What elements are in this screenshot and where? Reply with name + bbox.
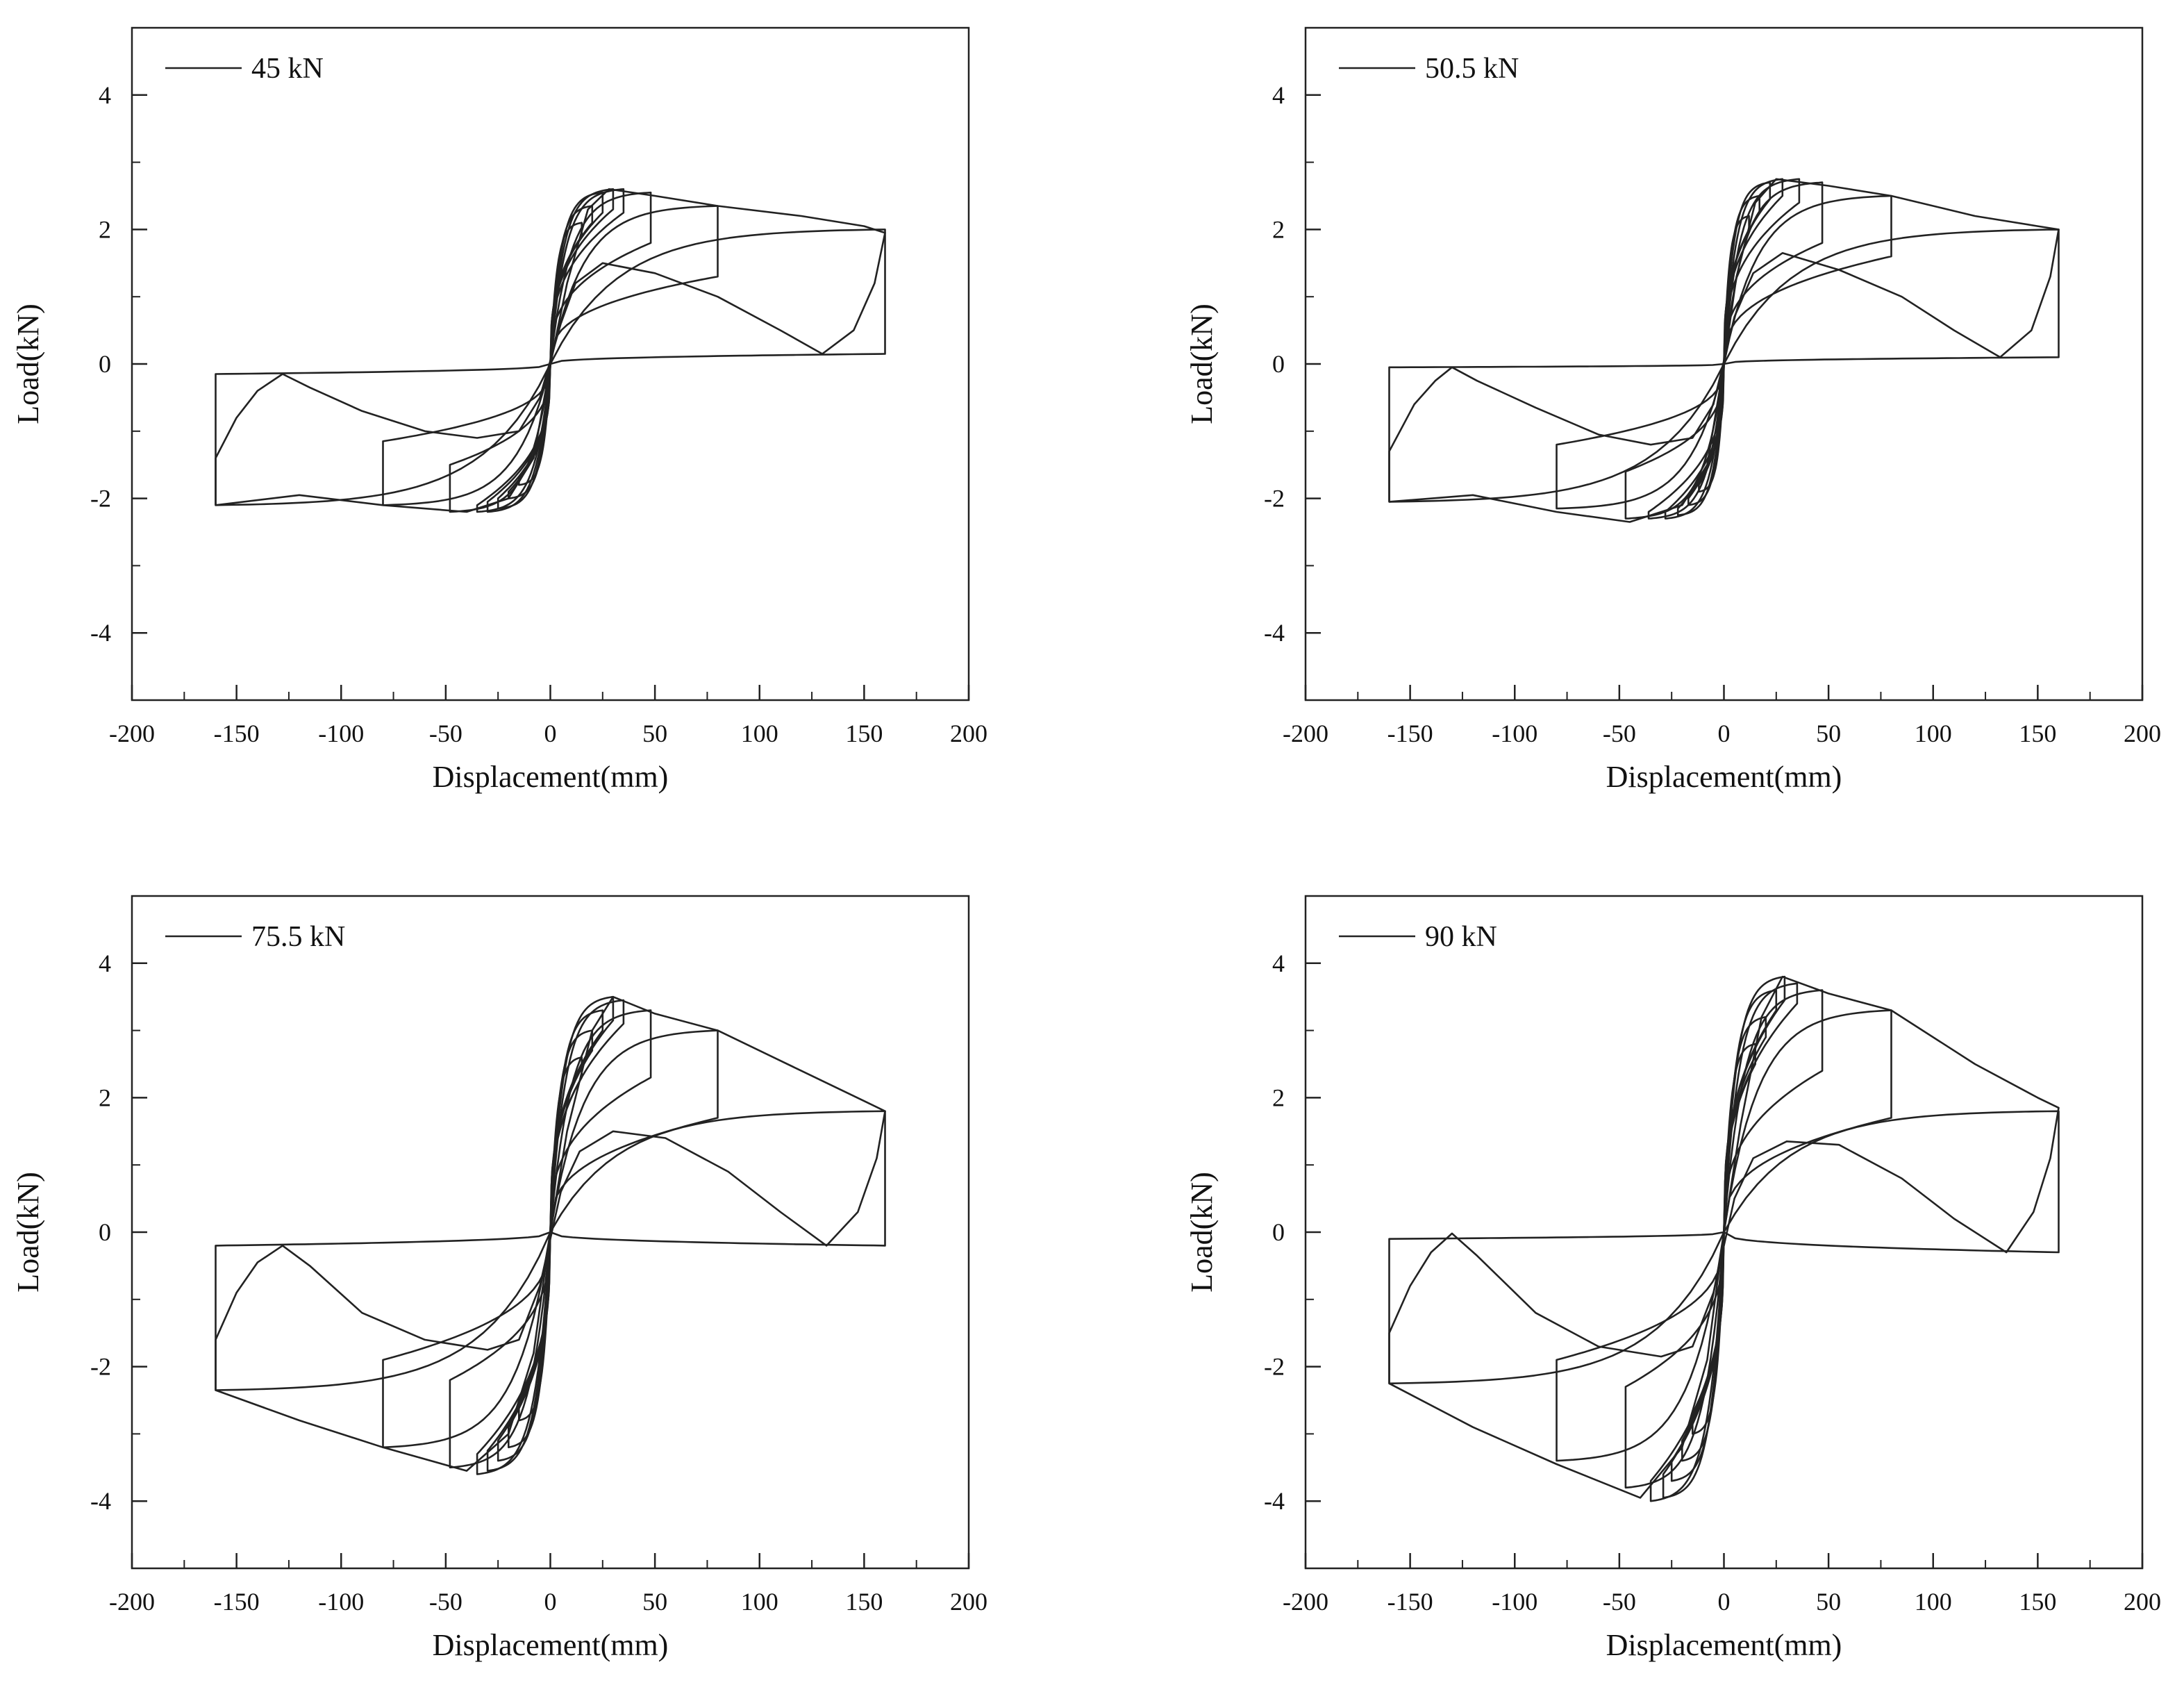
chart-panel-50-5kn: -200 -150 -100 -50 0 50 100 150 200 -4 -2 0 2 4 Displa… [1185, 26, 2161, 794]
x-tick-label: -200 [1283, 1588, 1328, 1616]
outer-envelope-loop [215, 995, 886, 1472]
x-tick-label: 200 [2124, 1588, 2161, 1616]
y-tick-label: -4 [90, 1487, 111, 1515]
x-tick-label: -150 [214, 720, 260, 747]
x-tick-label: 50 [642, 720, 667, 747]
chart-panel-45kn: -200 -150 -100 -50 0 50 100 150 200 -4 -2 0 2 4 Displa… [11, 26, 987, 794]
x-tick-label: -100 [1492, 720, 1537, 747]
legend-label: 50.5 kN [1425, 53, 1519, 85]
x-tick-label: 150 [2019, 1588, 2056, 1616]
x-tick-label: 200 [2124, 720, 2161, 747]
y-tick-label: -4 [1264, 1487, 1285, 1515]
x-tick-label: -200 [109, 720, 155, 747]
x-tick-label: -200 [1283, 720, 1328, 747]
y-tick-label: 0 [1272, 1218, 1285, 1246]
x-tick-label: 0 [1718, 1588, 1731, 1616]
y-axis-label: Load(kN) [1185, 304, 1219, 424]
x-tick-label: -50 [1603, 1588, 1636, 1616]
x-tick-label: 50 [1816, 1588, 1841, 1616]
y-tick-label: -4 [90, 619, 111, 647]
x-tick-label: 150 [2019, 720, 2056, 747]
x-tick-label: 0 [544, 1588, 557, 1616]
legend-label: 90 kN [1425, 921, 1497, 953]
x-tick-label: 100 [741, 720, 778, 747]
x-axis-label: Displacement(mm) [1606, 1628, 1842, 1662]
x-tick-label: -100 [318, 1588, 364, 1616]
y-tick-label: -2 [90, 485, 111, 513]
x-tick-label: -50 [429, 720, 462, 747]
x-tick-label: -50 [1603, 720, 1636, 747]
hysteresis-series [215, 188, 886, 513]
y-tick-label: 4 [1272, 949, 1285, 977]
y-tick-label: 4 [99, 949, 111, 977]
x-tick-label: -100 [1492, 1588, 1537, 1616]
y-tick-label: 2 [99, 1084, 111, 1111]
x-axis-label: Displacement(mm) [433, 1628, 669, 1662]
x-tick-label: 0 [544, 720, 557, 747]
x-tick-label: -150 [1387, 720, 1433, 747]
y-tick-label: 0 [99, 1218, 111, 1246]
x-tick-label: 50 [642, 1588, 667, 1616]
outer-envelope-loop [215, 188, 886, 513]
x-tick-label: -150 [1387, 1588, 1433, 1616]
y-axis-label: Load(kN) [1185, 1172, 1219, 1293]
x-tick-label: -200 [109, 1588, 155, 1616]
chart-panel-75-5kn: -200 -150 -100 -50 0 50 100 150 200 -4 -2 0 2 4 Displa… [11, 895, 987, 1662]
y-tick-label: 2 [99, 215, 111, 243]
x-tick-label: 100 [1915, 1588, 1952, 1616]
y-tick-label: -2 [90, 1353, 111, 1381]
x-tick-label: 150 [845, 1588, 883, 1616]
x-tick-label: 100 [741, 1588, 778, 1616]
outer-envelope-loop [1388, 975, 2060, 1499]
y-tick-label: 0 [99, 350, 111, 378]
hysteresis-series [1388, 975, 2060, 1502]
y-axis-label: Load(kN) [11, 304, 45, 424]
y-tick-label: 4 [1272, 81, 1285, 109]
legend-label: 45 kN [251, 53, 324, 85]
x-axis-label: Displacement(mm) [433, 760, 669, 794]
legend-label: 75.5 kN [251, 921, 345, 953]
x-tick-label: 200 [950, 720, 987, 747]
x-tick-label: 50 [1816, 720, 1841, 747]
x-axis-label: Displacement(mm) [1606, 760, 1842, 794]
x-tick-label: 200 [950, 1588, 987, 1616]
outer-envelope-loop [1388, 178, 2060, 523]
x-tick-label: -150 [214, 1588, 260, 1616]
hysteresis-series [215, 995, 886, 1475]
y-tick-label: 0 [1272, 350, 1285, 378]
x-tick-label: 0 [1718, 720, 1731, 747]
y-tick-label: -2 [1264, 1353, 1285, 1381]
y-tick-label: 2 [1272, 215, 1285, 243]
chart-panel-90kn: -200 -150 -100 -50 0 50 100 150 200 -4 -2 0 2 4 Displa… [1185, 895, 2161, 1662]
y-tick-label: -2 [1264, 485, 1285, 513]
y-tick-label: 2 [1272, 1084, 1285, 1111]
x-tick-label: 100 [1915, 720, 1952, 747]
y-tick-label: -4 [1264, 619, 1285, 647]
y-tick-label: 4 [99, 81, 111, 109]
y-axis-label: Load(kN) [11, 1172, 45, 1293]
x-tick-label: 150 [845, 720, 883, 747]
hysteresis-series [1388, 178, 2060, 523]
x-tick-label: -50 [429, 1588, 462, 1616]
hysteresis-loop [476, 188, 625, 513]
x-tick-label: -100 [318, 720, 364, 747]
